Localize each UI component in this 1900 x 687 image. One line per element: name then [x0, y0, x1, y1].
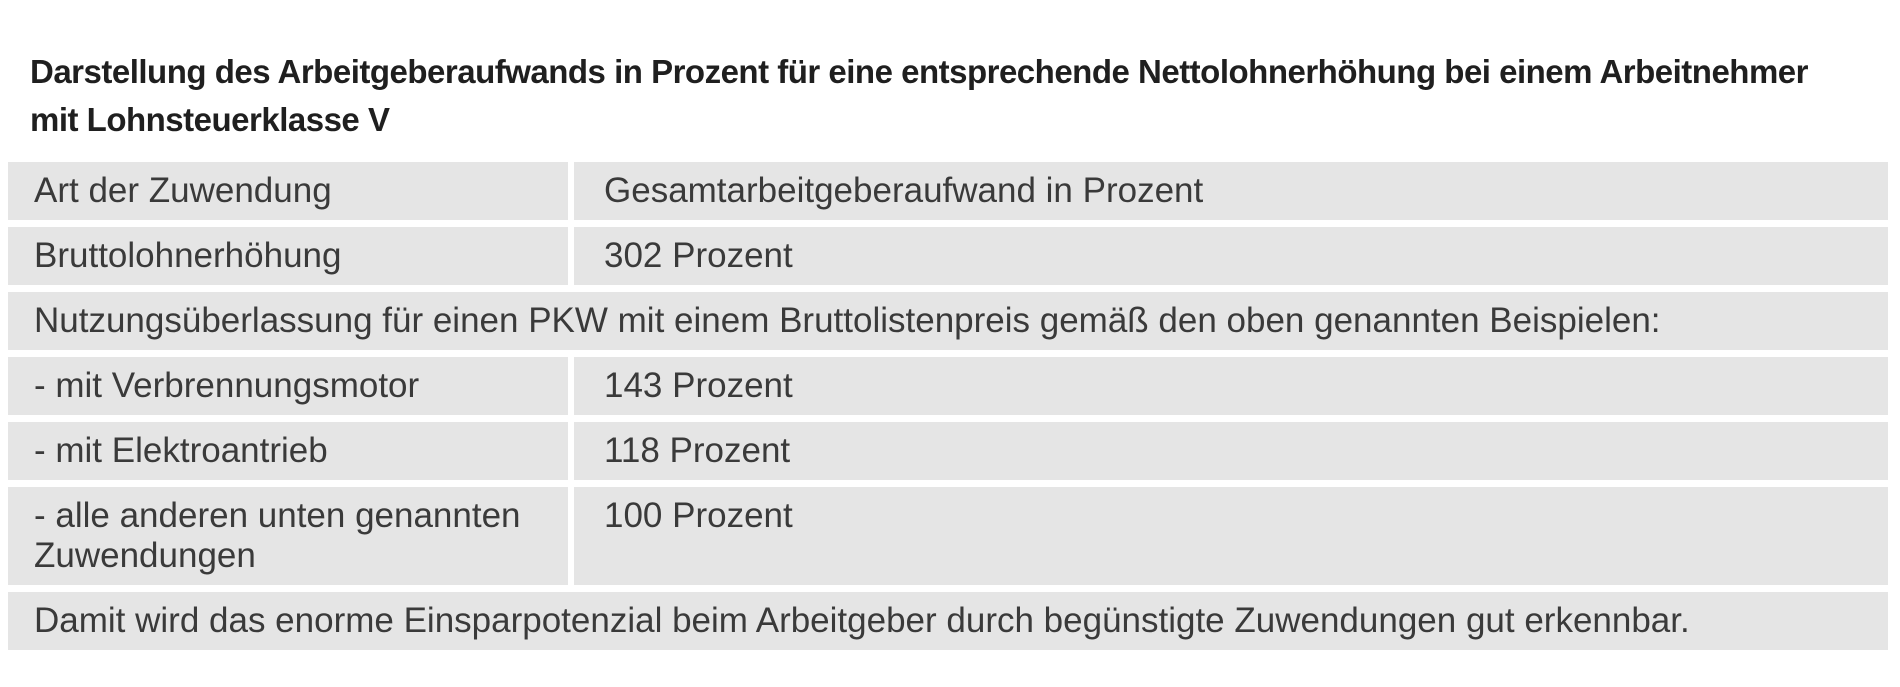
table-row-header: Art der Zuwendung Gesamtarbeitgeberaufwa…	[8, 162, 1888, 220]
page-title-line-1: Darstellung des Arbeitgeberaufwands in P…	[30, 53, 1809, 90]
full-width-cell: Damit wird das enorme Einsparpotenzial b…	[8, 592, 1888, 650]
row-value-cell: 302 Prozent	[574, 227, 1888, 285]
row-label-cell: - mit Elektroantrieb	[8, 422, 568, 480]
full-width-cell: Nutzungsüberlassung für einen PKW mit ei…	[8, 292, 1888, 350]
employer-cost-table: Art der Zuwendung Gesamtarbeitgeberaufwa…	[8, 162, 1888, 650]
page-title: Darstellung des Arbeitgeberaufwands in P…	[30, 48, 1900, 144]
row-label-cell: - mit Verbrennungsmotor	[8, 357, 568, 415]
table-row-verbrennungsmotor: - mit Verbrennungsmotor 143 Prozent	[8, 357, 1888, 415]
table-row-bruttolohnerhoehung: Bruttolohnerhöhung 302 Prozent	[8, 227, 1888, 285]
row-label-cell: - alle anderen unten genannten Zuwendung…	[8, 487, 568, 585]
table-row-andere-zuwendungen: - alle anderen unten genannten Zuwendung…	[8, 487, 1888, 585]
table-row-pkw-intro: Nutzungsüberlassung für einen PKW mit ei…	[8, 292, 1888, 350]
header-cell-art-der-zuwendung: Art der Zuwendung	[8, 162, 568, 220]
table-row-elektroantrieb: - mit Elektroantrieb 118 Prozent	[8, 422, 1888, 480]
header-cell-gesamtaufwand: Gesamtarbeitgeberaufwand in Prozent	[574, 162, 1888, 220]
row-value-cell: 118 Prozent	[574, 422, 1888, 480]
table-row-conclusion: Damit wird das enorme Einsparpotenzial b…	[8, 592, 1888, 650]
row-label-cell: Bruttolohnerhöhung	[8, 227, 568, 285]
row-value-cell: 143 Prozent	[574, 357, 1888, 415]
row-value-cell: 100 Prozent	[574, 487, 1888, 585]
page-title-line-2: mit Lohnsteuerklasse V	[30, 101, 390, 138]
